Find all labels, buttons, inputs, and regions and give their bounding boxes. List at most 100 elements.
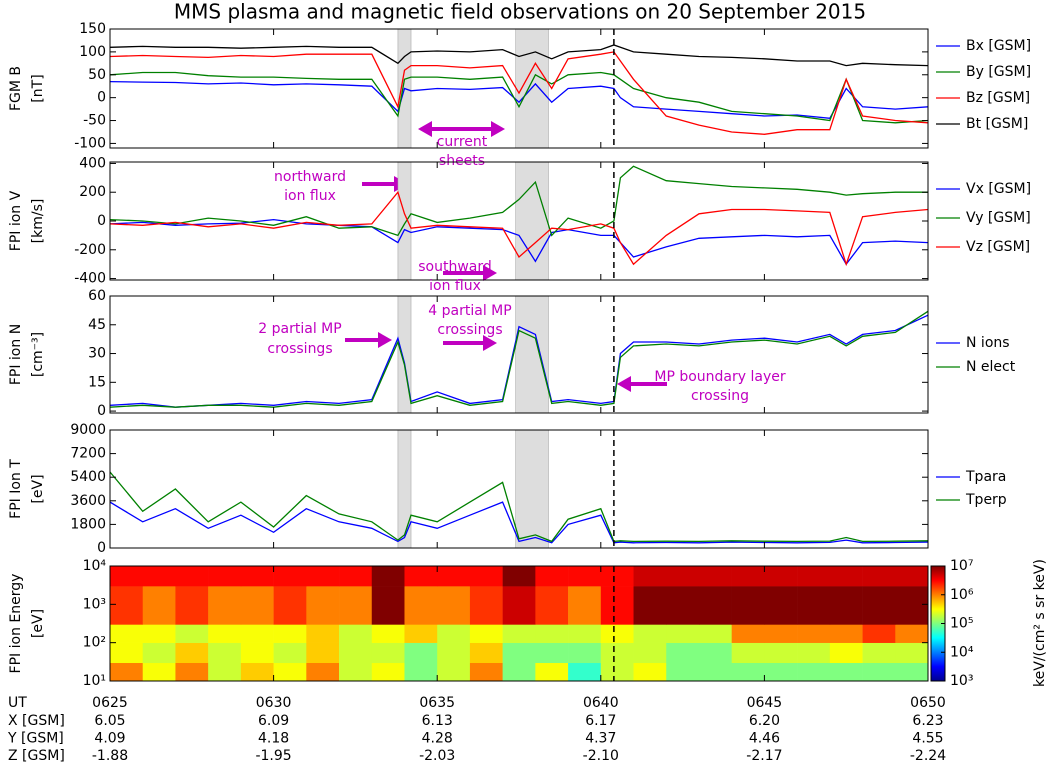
y-axis-label: [eV]: [30, 474, 46, 503]
ephemeris-value: -2.24: [910, 748, 946, 764]
legend-label: Vz [GSM]: [966, 239, 1030, 255]
heatmap-cell: [829, 586, 863, 625]
heatmap-cell: [371, 662, 405, 682]
heatmap-cell: [731, 586, 765, 625]
heatmap-cell: [404, 662, 438, 682]
heatmap-cell: [404, 642, 438, 664]
ephemeris-label: X [GSM]: [8, 713, 65, 729]
heatmap-cell: [306, 586, 340, 625]
ephemeris-value: -1.95: [255, 748, 291, 764]
y-tick-label: 9000: [70, 422, 106, 438]
ephemeris-value: -2.10: [583, 748, 619, 764]
heatmap-cell: [895, 566, 929, 587]
legend-label: Vx [GSM]: [966, 181, 1031, 197]
heatmap-cell: [600, 662, 634, 682]
heatmap-cell: [698, 662, 732, 682]
heatmap-cell: [698, 566, 732, 587]
legend-label: N ions: [966, 335, 1010, 351]
heatmap-cell: [371, 586, 405, 625]
heatmap-cell: [502, 624, 536, 643]
heatmap-cell: [339, 586, 373, 625]
heatmap-cell: [829, 642, 863, 664]
y-tick-label: 0: [97, 540, 106, 556]
heatmap-cell: [764, 662, 798, 682]
heatmap-cell: [142, 566, 176, 587]
series-line: [110, 471, 928, 543]
heatmap-cell: [404, 566, 438, 587]
heatmap-cell: [110, 566, 144, 587]
heatmap-cell: [895, 662, 929, 682]
heatmap-cell: [339, 624, 373, 643]
heatmap-cell: [666, 586, 700, 625]
heatmap-cell: [339, 566, 373, 587]
y-tick-label: 100: [79, 44, 106, 60]
y-tick-label: -400: [74, 271, 106, 287]
panel: Tpara Tperp 0 1800 3600 5400 7200 9000 FPI Ion T…: [8, 422, 1007, 556]
heatmap-cell: [404, 586, 438, 625]
y-axis-label: [eV]: [30, 609, 46, 638]
heatmap-cell: [273, 586, 307, 625]
ephemeris-value: 6.20: [749, 713, 780, 729]
chart-title: MMS plasma and magnetic field observatio…: [174, 0, 866, 24]
heatmap-cell: [829, 566, 863, 587]
y-tick-label: 400: [79, 155, 106, 171]
heatmap-cell: [404, 624, 438, 643]
ephemeris-value: 4.37: [585, 731, 616, 747]
heatmap-cell: [568, 586, 602, 625]
series-line: [110, 51, 928, 135]
y-axis-label: FGM B: [8, 66, 24, 111]
heatmap-cell: [437, 642, 471, 664]
plot-frame: [109, 295, 929, 414]
y-tick-label: 10¹: [83, 673, 106, 689]
ephemeris-value: 4.46: [749, 731, 780, 747]
heatmap-cell: [731, 642, 765, 664]
y-axis-label: [cm⁻³]: [30, 332, 46, 377]
ephemeris-value: -1.88: [92, 748, 128, 764]
panel: Vx [GSM] Vy [GSM] Vz [GSM] -400 -200 0 200 400 F…: [8, 155, 1031, 294]
shaded-interval: [515, 429, 549, 549]
y-axis-label: FPI Ion T: [8, 459, 24, 519]
ephemeris-value: 6.23: [912, 713, 943, 729]
arrow-head: [617, 376, 631, 392]
heatmap-cell: [797, 586, 831, 625]
x-tick-label: 0635: [419, 695, 455, 711]
heatmap-cell: [306, 662, 340, 682]
heatmap-cell: [568, 642, 602, 664]
series-line: [110, 218, 928, 266]
heatmap-cell: [895, 624, 929, 643]
legend-label: Bx [GSM]: [966, 38, 1031, 54]
plot-frame: [109, 28, 929, 149]
x-tick-label: 0650: [910, 695, 946, 711]
heatmap-cell: [273, 662, 307, 682]
heatmap-cell: [797, 566, 831, 587]
heatmap-cell: [829, 624, 863, 643]
heatmap-cell: [764, 566, 798, 587]
y-tick-label: 0: [97, 90, 106, 106]
heatmap-cell: [797, 624, 831, 643]
heatmap-cell: [502, 566, 536, 587]
heatmap-cell: [600, 566, 634, 587]
y-tick-label: 0: [97, 403, 106, 419]
x-tick-label: 0625: [92, 695, 128, 711]
series-line: [110, 314, 928, 408]
heatmap-cell: [437, 624, 471, 643]
heatmap-cell: [666, 624, 700, 643]
panel: 10³ 10⁴ 10⁵ 10⁶ 10⁷ keV/(cm² s sr keV) 10¹ 10² 1…: [8, 558, 1048, 711]
heatmap-cell: [862, 586, 896, 625]
colorbar-tick-label: 10³: [950, 673, 973, 689]
ephemeris-value: 6.05: [94, 713, 125, 729]
heatmap-cell: [633, 662, 667, 682]
colorbar-tick-label: 10⁶: [950, 587, 974, 603]
series-line: [110, 44, 928, 67]
shaded-interval: [397, 161, 412, 281]
heatmap-cell: [829, 662, 863, 682]
heatmap-cell: [306, 624, 340, 643]
ephemeris-value: 6.13: [422, 713, 453, 729]
ephemeris-label: UT: [8, 695, 27, 711]
y-axis-label: [nT]: [30, 74, 46, 102]
heatmap-cell: [502, 662, 536, 682]
annotation: current: [437, 134, 488, 150]
annotation: ion flux: [429, 278, 481, 294]
annotation: crossings: [437, 322, 502, 338]
